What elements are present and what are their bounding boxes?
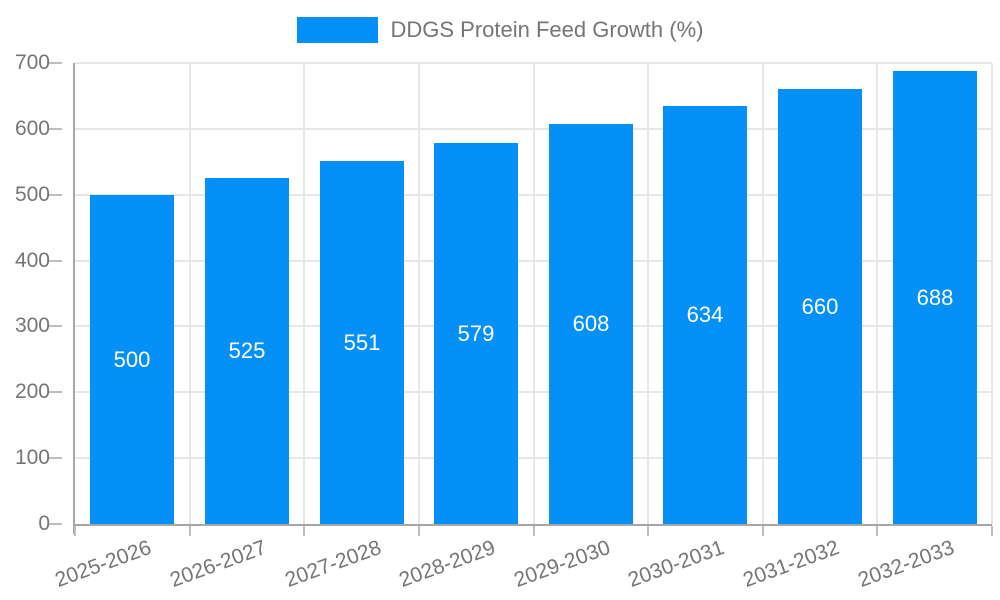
gridline — [189, 63, 191, 524]
y-tick-mark — [49, 391, 62, 393]
gridline — [303, 63, 305, 524]
y-axis-tick-label: 500 — [14, 183, 50, 206]
y-axis-tick-label: 100 — [14, 446, 50, 469]
x-axis-tick-label: 2029-2030 — [510, 536, 613, 592]
y-axis-tick-label: 400 — [14, 249, 50, 272]
x-tick-mark — [189, 526, 191, 536]
gridline — [418, 63, 420, 524]
x-axis-tick-label: 2026-2027 — [166, 536, 269, 592]
x-tick-mark — [991, 526, 993, 536]
y-tick-mark — [49, 194, 62, 196]
x-tick-mark — [762, 526, 764, 536]
y-axis-tick-label: 600 — [14, 117, 50, 140]
y-tick-mark — [49, 325, 62, 327]
y-axis-tick-label: 0 — [38, 512, 50, 535]
bar[interactable]: 608 — [549, 124, 633, 524]
x-axis-tick-label: 2031-2032 — [739, 536, 842, 592]
bar-value-label: 525 — [228, 338, 266, 363]
y-tick-mark — [49, 62, 62, 64]
legend-swatch — [296, 17, 378, 43]
x-axis-tick-label: 2025-2026 — [51, 536, 154, 592]
x-axis-tick-label: 2030-2031 — [624, 536, 727, 592]
legend-label: DDGS Protein Feed Growth (%) — [390, 17, 704, 42]
bar[interactable]: 579 — [434, 143, 518, 524]
y-tick-mark — [49, 457, 62, 459]
y-axis-tick-label: 700 — [14, 51, 50, 74]
bar[interactable]: 660 — [778, 89, 862, 524]
x-tick-mark — [303, 526, 305, 536]
y-tick-mark — [49, 128, 62, 130]
y-tick-mark — [49, 260, 62, 262]
x-tick-mark — [533, 526, 535, 536]
gridline — [762, 63, 764, 524]
bar[interactable]: 688 — [893, 71, 977, 524]
x-tick-mark — [647, 526, 649, 536]
gridline — [876, 63, 878, 524]
gridline — [533, 63, 535, 524]
x-tick-mark — [418, 526, 420, 536]
x-axis-tick-label: 2028-2029 — [395, 536, 498, 592]
legend[interactable]: DDGS Protein Feed Growth (%) — [0, 15, 1000, 45]
bar-value-label: 688 — [916, 284, 954, 310]
bar-value-label: 634 — [686, 302, 724, 327]
x-axis-labels: 2025-2026 2026-2027 2027-2028 2028-2029 2029… — [52, 526, 992, 600]
gridline — [991, 63, 993, 524]
plot-area: 500 525 551 579 608 634 660 688 — [49, 62, 993, 536]
bar[interactable]: 500 — [90, 195, 174, 524]
bar-value-label: 660 — [801, 293, 839, 319]
y-tick-mark — [49, 523, 62, 525]
bar[interactable]: 525 — [205, 178, 289, 524]
bar[interactable]: 551 — [320, 161, 404, 524]
y-axis-tick-label: 300 — [14, 314, 50, 337]
x-axis-line — [73, 524, 992, 526]
y-axis-tick-label: 200 — [14, 380, 50, 403]
x-axis-tick-label: 2032-2033 — [854, 536, 957, 592]
bar-value-label: 551 — [343, 329, 381, 355]
bar-value-label: 608 — [572, 311, 610, 336]
y-axis-line — [73, 63, 75, 534]
x-tick-mark — [74, 526, 76, 536]
x-tick-mark — [876, 526, 878, 536]
x-axis-tick-label: 2027-2028 — [281, 536, 384, 592]
bar-value-label: 579 — [457, 320, 495, 346]
gridline — [647, 63, 649, 524]
bar-value-label: 500 — [113, 346, 151, 372]
y-axis-labels: 0 100 200 300 400 500 600 700 — [0, 51, 50, 535]
bar[interactable]: 634 — [663, 106, 747, 524]
